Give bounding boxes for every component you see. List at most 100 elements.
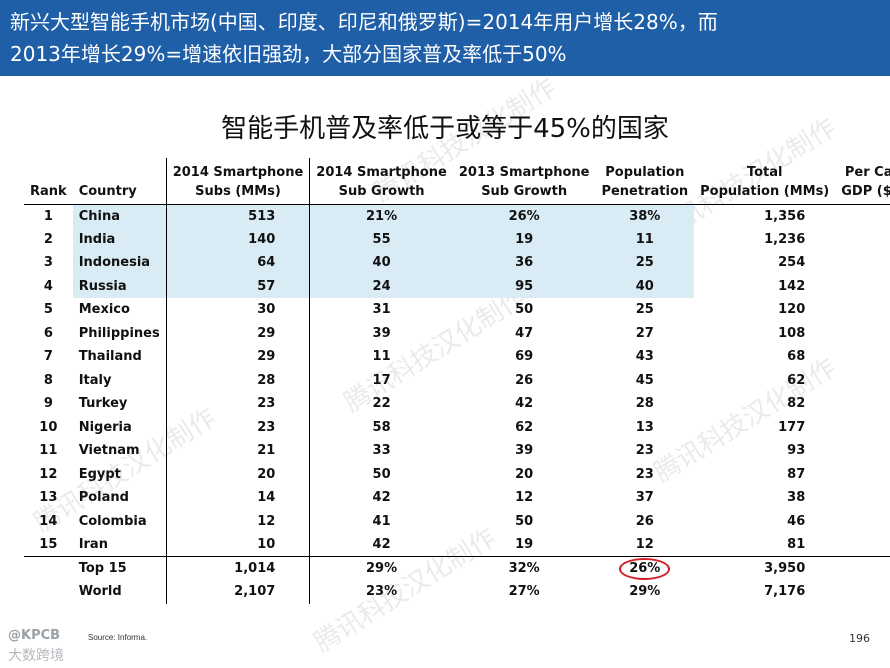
table-cell: 37: [635, 490, 654, 506]
table-cell: 2,107: [165, 580, 311, 604]
table-cell: Top 15: [78, 561, 127, 576]
table-cell: 13: [635, 419, 654, 435]
table-cell: 38%: [595, 204, 695, 228]
table-cell: Mexico: [78, 302, 130, 318]
table-cell: 47: [515, 325, 534, 341]
table-cell: 95: [452, 274, 596, 298]
table-cell: Turkey: [78, 396, 128, 412]
header-cell: [73, 158, 167, 180]
table-cell: 55: [309, 227, 453, 251]
table-cell: 20: [165, 462, 311, 486]
table-cell: 20: [515, 466, 534, 482]
table-cell: 3,950: [764, 561, 806, 576]
kpcb-logo: @KPCB: [8, 628, 61, 643]
header-cell: Population (MMs): [694, 180, 836, 205]
table-cell: 1,356: [764, 208, 806, 224]
table-cell: 23: [165, 415, 311, 439]
table-cell: 28: [635, 396, 654, 412]
table-cell: 12: [165, 509, 311, 533]
logo-subtext: 大数跨境: [8, 648, 64, 664]
table-cell: Italy: [78, 372, 112, 388]
table-cell: 50: [372, 466, 391, 482]
table-cell: 11: [372, 349, 391, 365]
table-cell: Iran: [72, 533, 167, 557]
table-cell: 26: [515, 372, 534, 388]
table-cell: 254: [778, 255, 806, 271]
table-cell: 3: [43, 255, 53, 271]
table-cell: 68: [787, 349, 806, 365]
table-row: 7 Thailand 29 11 69 43 68 $14: [24, 345, 890, 369]
table-cell: $11: [835, 463, 890, 487]
header-cell: Sub Growth: [309, 180, 453, 205]
table-row: 12 Egypt 20 50 20 23 87 $11: [24, 462, 890, 487]
smartphone-table: 2014 Smartphone 2014 Smartphone 2013 Sma…: [24, 158, 890, 604]
table-cell: India: [72, 227, 167, 251]
table-row: 13 Poland 14 42 12 37 38 $25: [24, 486, 890, 510]
header-line-2: 2013年增长29%=增速依旧强劲，大部分国家普及率低于50%: [10, 42, 567, 66]
header-cell: Sub Growth: [452, 180, 596, 205]
table-cell: 6: [43, 325, 53, 341]
table-cell: Colombia: [78, 513, 147, 529]
table-cell: 24: [309, 274, 453, 298]
table-cell: 29%: [629, 584, 661, 600]
table-body: 1China51321%26%38%1,356$132India14055191…: [24, 204, 890, 604]
table-cell: 82: [787, 396, 806, 412]
header-line-1: 新兴大型智能手机市场(中国、印度、印尼和俄罗斯)=2014年用户增长28%，而: [10, 10, 718, 34]
table-cell: 8: [43, 372, 53, 388]
table-cell: 22: [372, 396, 391, 412]
table-cell: 5: [43, 302, 53, 318]
table-cell: 2: [43, 231, 53, 247]
table-cell: $7: [835, 322, 890, 346]
header-cell: 2014 Smartphone: [165, 158, 311, 180]
table-cell: 19: [452, 533, 596, 557]
header-banner: 新兴大型智能手机市场(中国、印度、印尼和俄罗斯)=2014年用户增长28%，而 …: [0, 0, 890, 76]
page-title: 智能手机普及率低于或等于45%的国家: [221, 114, 669, 144]
table-cell: 11: [39, 443, 58, 459]
table-cell: $14: [835, 345, 890, 369]
table-cell: 140: [165, 227, 311, 251]
table-row: Top 15 1,014 29% 32% 26% 3,950: [24, 556, 890, 580]
table-cell: 64: [165, 251, 311, 275]
header-cell: Penetration: [595, 180, 695, 205]
table-cell: 43: [635, 349, 654, 365]
table-cell: 42: [515, 396, 534, 412]
table-cell: 11: [595, 227, 695, 251]
table-cell: 7: [43, 349, 53, 365]
table-cell: 1: [43, 208, 53, 224]
table-cell: 28: [165, 368, 311, 392]
table-cell: 1,014: [165, 556, 311, 580]
table-cell: 12: [515, 490, 534, 506]
table-row: World 2,107 23% 27% 29% 7,176: [24, 580, 890, 604]
table-row: 11 Vietnam 21 33 39 23 93 $6: [24, 439, 890, 463]
table-cell: 42: [309, 533, 453, 557]
header-cell: Population: [605, 165, 685, 180]
table-cell: $6: [835, 416, 890, 440]
table-header-row-bottom: Rank Country Subs (MMs) Sub Growth Sub G…: [24, 180, 890, 205]
table-cell: 23: [165, 392, 311, 416]
table-cell: Russia: [72, 274, 167, 298]
table-cell: 38: [787, 490, 806, 506]
table-cell: 36: [452, 251, 596, 275]
table-cell: $25: [835, 275, 890, 299]
table-cell: $6: [835, 439, 890, 463]
table-cell: 513: [165, 204, 311, 228]
table-cell: 7,176: [764, 584, 806, 600]
table-cell: 29%: [366, 561, 398, 576]
table-cell: Vietnam: [78, 443, 140, 459]
table-cell: 31: [372, 302, 391, 318]
table-cell: Poland: [78, 490, 129, 506]
table-cell: $13: [835, 510, 890, 534]
table-cell: 14: [165, 486, 311, 510]
table-cell: [24, 580, 73, 604]
table-cell: $35: [835, 369, 890, 393]
header-cell: 2013 Smartphone: [458, 165, 590, 180]
table-row: 5 Mexico 30 31 50 25 120 $18: [24, 298, 890, 322]
table-cell: 69: [515, 349, 534, 365]
table-cell: 45: [635, 372, 654, 388]
table-row: 14 Colombia 12 41 50 26 46 $13: [24, 509, 890, 534]
table-cell: 30: [165, 298, 311, 322]
table-cell: $18: [835, 298, 890, 322]
